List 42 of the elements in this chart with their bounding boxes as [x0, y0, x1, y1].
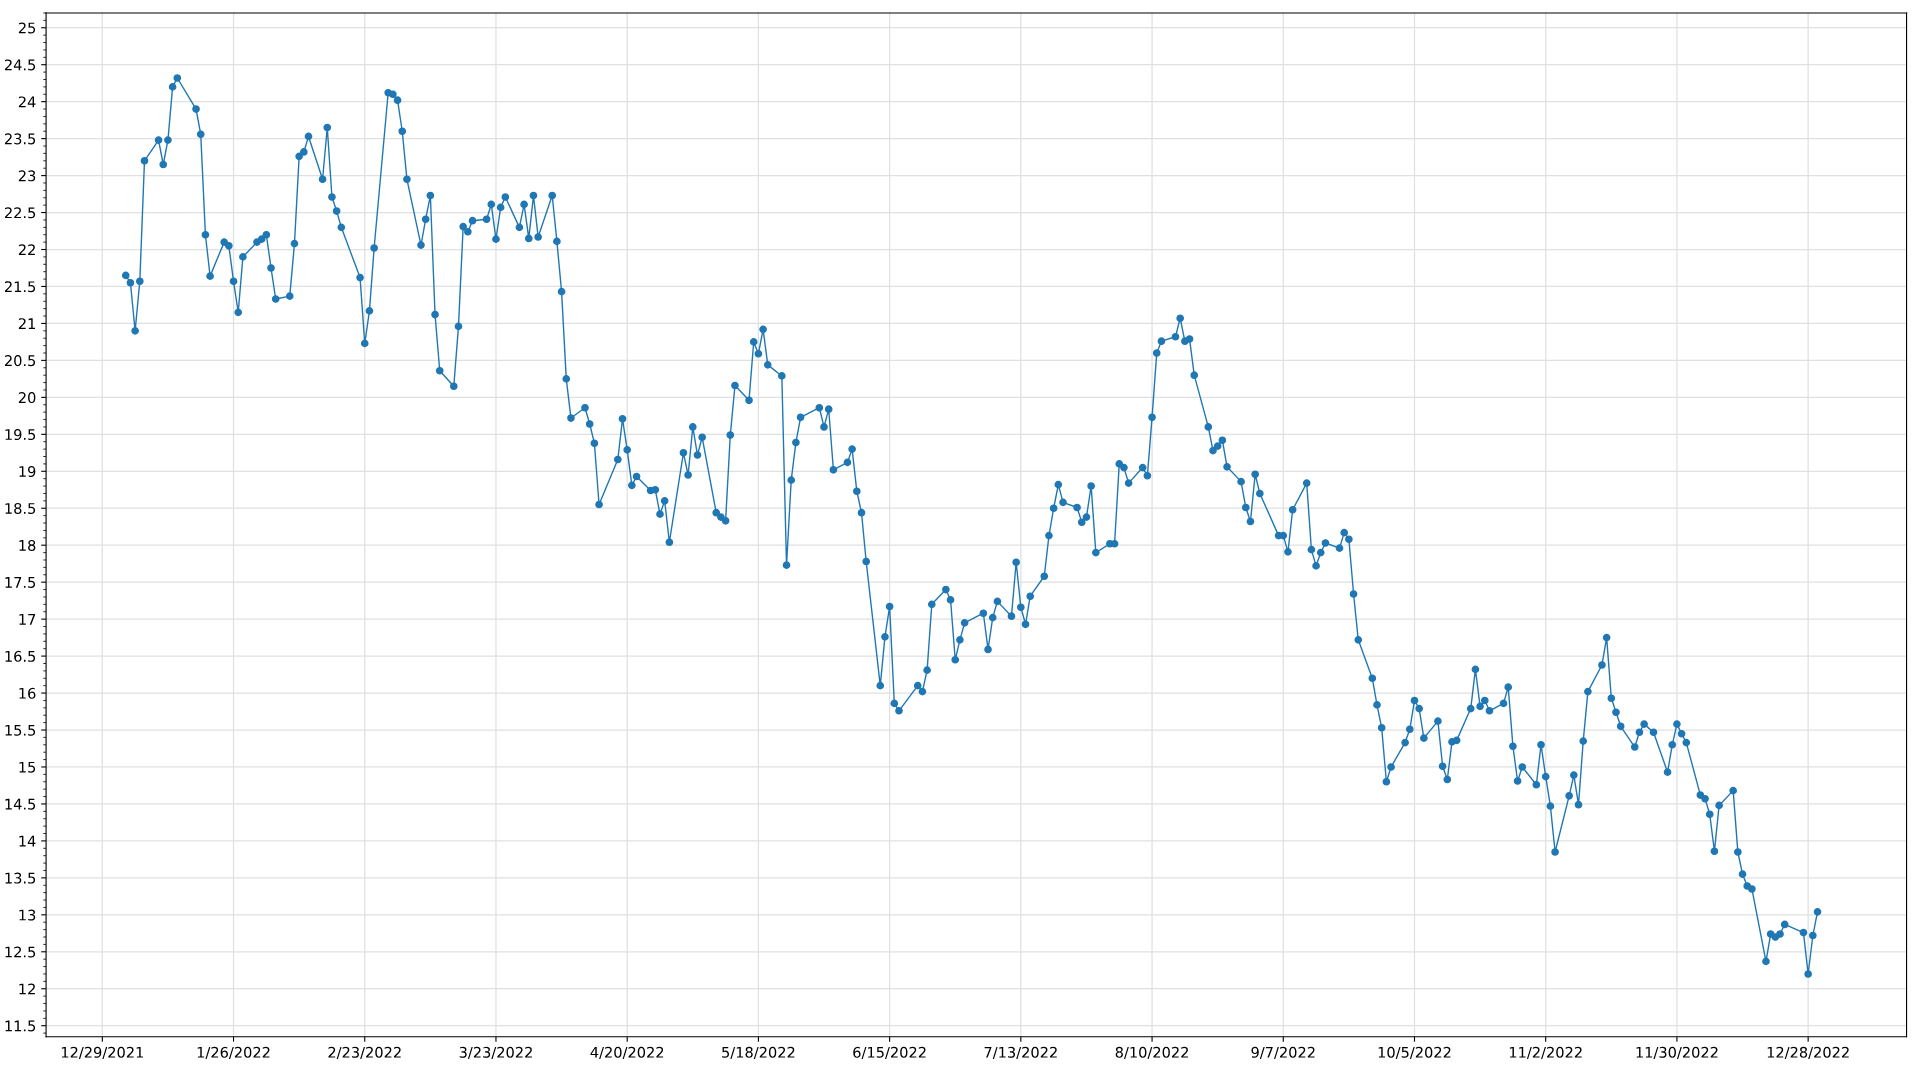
x-tick-label: 12/29/2021: [61, 1046, 143, 1059]
y-tick-label: 12: [19, 983, 35, 995]
y-tick-label: 18: [19, 539, 36, 551]
y-tick-label: 14.5: [5, 798, 36, 810]
x-tick-label: 8/10/2022: [1115, 1046, 1188, 1059]
y-tick-label: 22: [18, 244, 35, 256]
y-tick-label: 16: [19, 687, 36, 699]
x-tick-label: 11/30/2022: [1636, 1046, 1718, 1059]
y-tick-label: 15: [19, 761, 36, 773]
y-tick-label: 13.5: [5, 872, 36, 884]
x-tick-label: 12/28/2022: [1767, 1046, 1849, 1059]
y-tick-label: 17: [19, 614, 36, 625]
x-tick-label: 11/2/2022: [1509, 1046, 1582, 1059]
y-tick-label: 13: [19, 909, 36, 921]
x-tick-label: 1/26/2022: [197, 1046, 270, 1059]
y-tick-label: 19: [19, 466, 36, 478]
x-tick-label: 6/15/2022: [853, 1046, 926, 1059]
y-tick-label: 25: [18, 22, 36, 34]
y-tick-label: 14: [19, 835, 36, 847]
x-tick-label: 9/7/2022: [1251, 1046, 1315, 1059]
x-tick-label: 2/23/2022: [328, 1046, 401, 1059]
y-tick-label: 20: [18, 392, 36, 404]
y-tick-label: 23: [18, 170, 36, 182]
y-tick-label: 18.5: [5, 502, 36, 514]
y-tick-label: 22.5: [4, 207, 36, 219]
y-tick-label: 19.5: [5, 429, 36, 441]
y-tick-label: 24.5: [4, 59, 36, 71]
y-tick-label: 23.5: [4, 133, 36, 145]
y-tick-label: 17.5: [5, 577, 36, 588]
y-tick-label: 21.5: [4, 281, 36, 293]
y-tick-label: 20.5: [4, 355, 36, 367]
x-tick-label: 3/23/2022: [459, 1046, 532, 1059]
x-tick-label: 7/13/2022: [984, 1046, 1057, 1059]
y-tick-label: 15.5: [5, 724, 36, 736]
y-tick-label: 12.5: [5, 946, 36, 958]
y-tick-label: 24: [18, 96, 36, 108]
y-tick-label: 21: [18, 318, 36, 329]
y-tick-label: 16.5: [5, 650, 36, 662]
x-tick-label: 10/5/2022: [1378, 1046, 1451, 1059]
x-tick-label: 5/18/2022: [722, 1046, 795, 1059]
x-tick-label: 4/20/2022: [590, 1046, 664, 1059]
y-tick-label: 11.5: [5, 1020, 36, 1032]
